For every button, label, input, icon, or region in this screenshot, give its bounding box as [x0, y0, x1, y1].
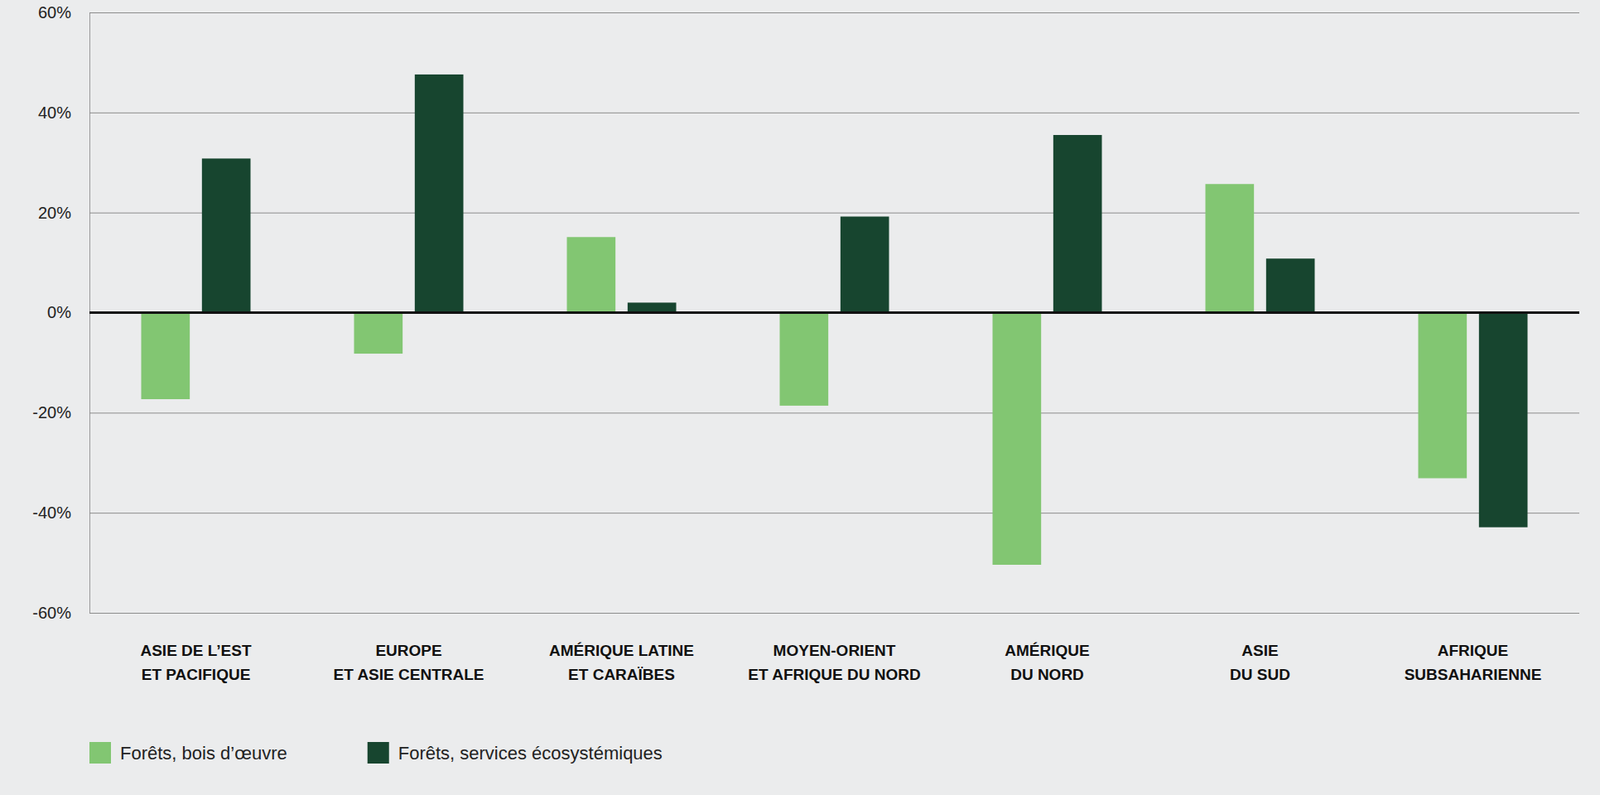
x-tick: MOYEN-ORIENTET AFRIQUE DU NORD [747, 641, 921, 684]
x-tick: AFRIQUESUBSAHARIENNE [1404, 641, 1543, 684]
bar [1266, 258, 1316, 313]
legend-label: Forêts, services écosystémiques [398, 742, 663, 764]
y-tick: -60% [32, 603, 1580, 622]
bar [1479, 313, 1528, 528]
y-axis: -60% -40% -20% 0% 20% 40% 60% [32, 3, 1580, 622]
x-tick-label: AFRIQUESUBSAHARIENNE [1404, 641, 1543, 684]
grid-line [89, 313, 1580, 314]
grid-line [89, 212, 1580, 214]
bar [627, 302, 677, 313]
bars [141, 74, 1528, 565]
legend: Forêts, bois d’œuvre Forêts, services éco… [89, 742, 663, 764]
x-tick: ASIE DE L’ESTET PACIFIQUE [139, 641, 251, 684]
x-tick-label: AMÉRIQUEDU NORD [1004, 641, 1090, 684]
y-tick: -20% [32, 403, 1580, 422]
y-tick: 20% [38, 203, 1580, 222]
bar [567, 236, 617, 313]
bar [1205, 183, 1255, 313]
bar [141, 313, 191, 400]
bar [1418, 313, 1468, 479]
x-tick-label: EUROPEET ASIE CENTRALE [333, 641, 485, 684]
bar [202, 158, 251, 313]
legend-swatch [367, 742, 390, 764]
x-tick-label: MOYEN-ORIENTET AFRIQUE DU NORD [747, 641, 921, 684]
y-tick-label: 20% [38, 203, 72, 222]
bar [414, 74, 464, 314]
bar [1053, 134, 1103, 313]
y-tick-label: -60% [32, 603, 72, 622]
bar [780, 313, 829, 406]
bar [840, 216, 890, 314]
x-tick-label: ASIEDU SUD [1229, 641, 1291, 684]
legend-swatch [89, 742, 111, 764]
zero-line [89, 311, 1580, 314]
y-tick-label: 60% [38, 3, 72, 22]
y-tick-label: -40% [32, 503, 72, 522]
bar [354, 313, 404, 355]
x-tick: EUROPEET ASIE CENTRALE [333, 641, 485, 684]
y-axis-line [90, 13, 1581, 614]
grid-line [89, 112, 1580, 114]
y-tick: 40% [38, 103, 1580, 122]
y-tick-label: -20% [32, 403, 72, 422]
x-axis: ASIE DE L’ESTET PACIFIQUE EUROPEET ASIE C… [139, 641, 1542, 684]
y-tick: -40% [32, 503, 1580, 522]
grid-line [89, 12, 1580, 14]
x-tick: AMÉRIQUEDU NORD [1004, 641, 1090, 684]
chart: -60% -40% -20% 0% 20% 40% 60% ASIE DE L’ESTET P… [0, 0, 1600, 795]
grid-line [89, 612, 1580, 614]
x-tick: AMÉRIQUE LATINEET CARAÏBES [549, 641, 694, 684]
grid-line [89, 412, 1580, 414]
y-tick-label: 0% [47, 303, 72, 322]
x-tick-label: ASIE DE L’ESTET PACIFIQUE [139, 641, 251, 684]
y-tick-label: 40% [38, 103, 72, 122]
legend-label: Forêts, bois d’œuvre [120, 742, 288, 764]
background [0, 0, 1600, 795]
grid-line [89, 512, 1580, 514]
bar [992, 313, 1042, 566]
y-tick: 60% [38, 3, 1580, 22]
x-tick-label: AMÉRIQUE LATINEET CARAÏBES [549, 641, 694, 684]
x-tick: ASIEDU SUD [1229, 641, 1291, 684]
